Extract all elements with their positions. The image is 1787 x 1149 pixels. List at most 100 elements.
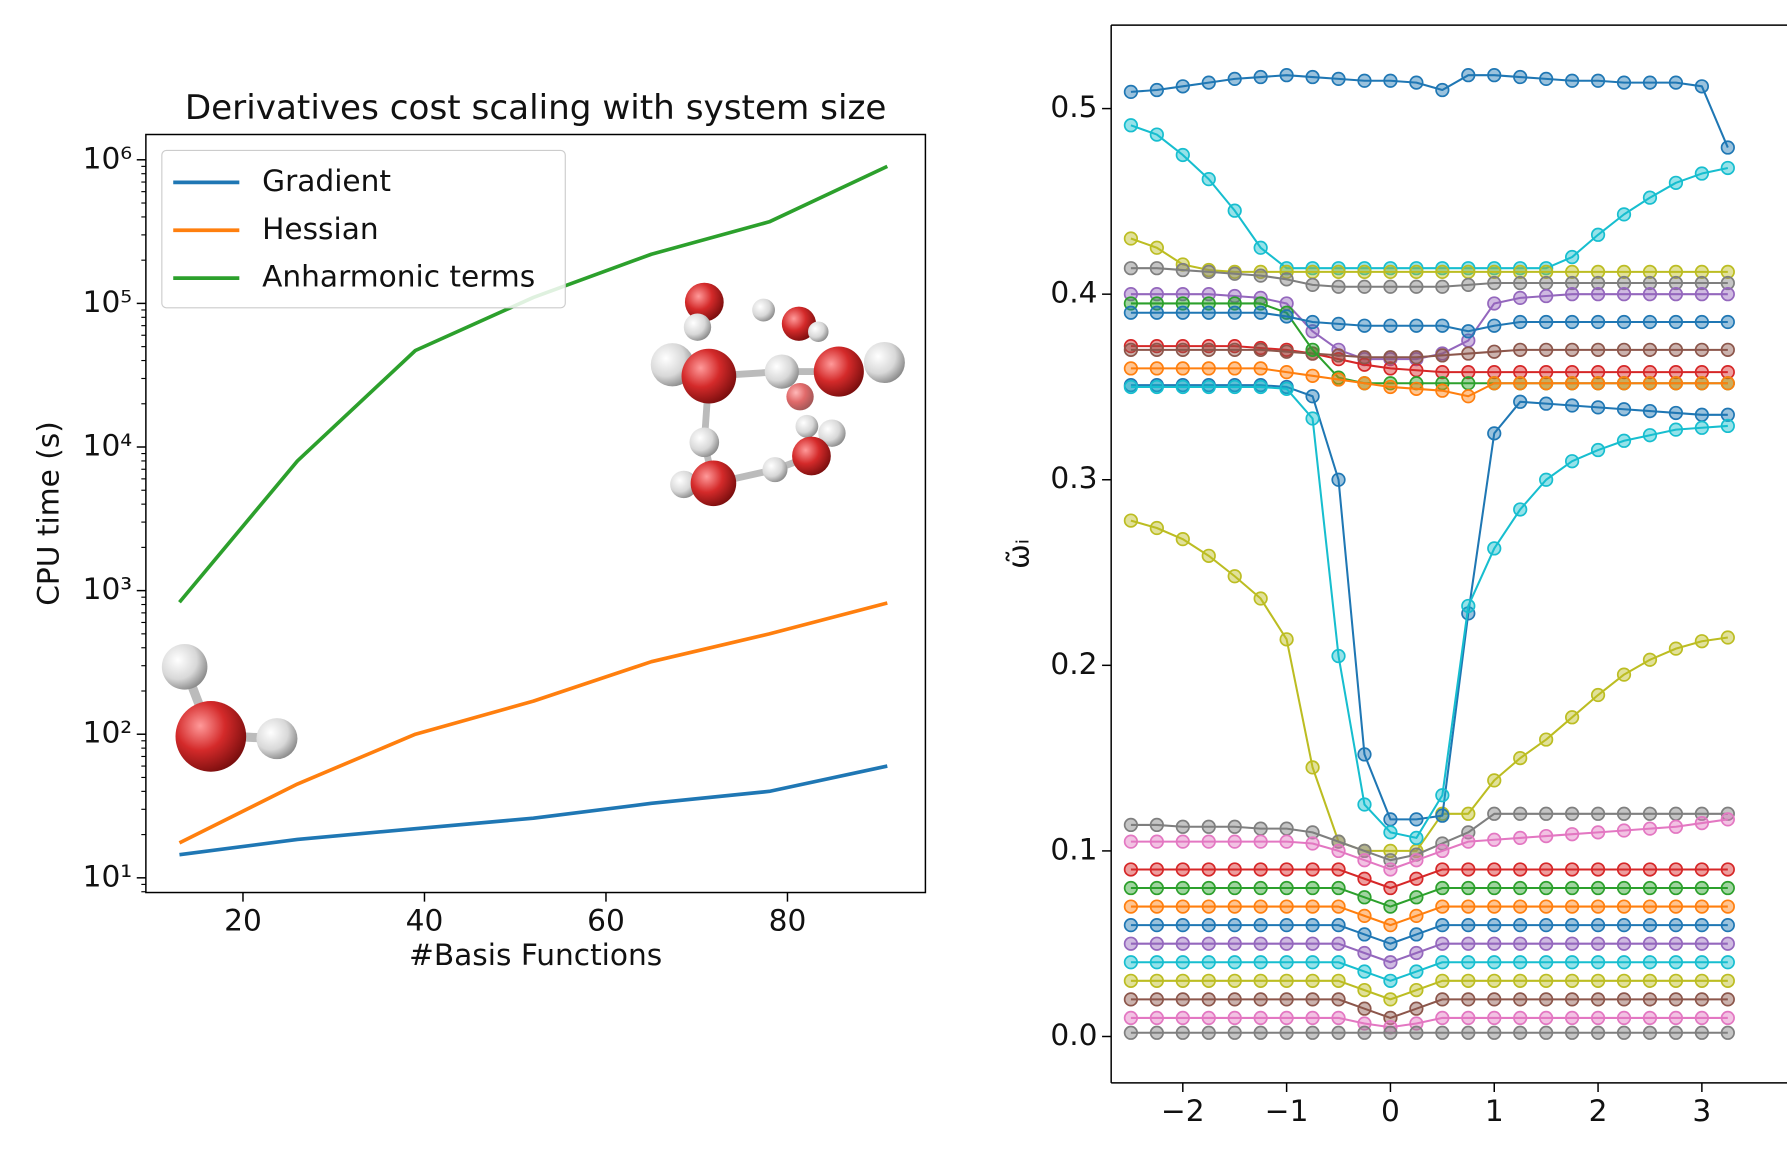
series-marker: [1644, 863, 1657, 876]
series-marker: [1306, 882, 1319, 895]
series-marker: [1722, 420, 1735, 433]
series-marker: [1202, 975, 1215, 988]
series-marker: [1384, 381, 1397, 394]
x-tick-label: 3: [1692, 1093, 1711, 1128]
series-marker: [1566, 74, 1579, 87]
series-marker: [1358, 351, 1371, 364]
series-marker: [1644, 993, 1657, 1006]
series-marker: [1514, 377, 1527, 390]
series-marker: [1618, 975, 1631, 988]
series-marker: [1125, 86, 1138, 99]
series-marker: [1488, 993, 1501, 1006]
series-marker: [1592, 993, 1605, 1006]
series-marker: [1696, 956, 1709, 969]
series-marker: [1332, 993, 1345, 1006]
series-marker: [1254, 919, 1267, 932]
series-marker: [1125, 919, 1138, 932]
x-tick-label: 0: [1381, 1093, 1400, 1128]
series-marker: [1202, 1012, 1215, 1025]
series-marker: [1566, 828, 1579, 841]
series-marker: [1228, 381, 1241, 394]
series-line: [1131, 925, 1728, 944]
series-marker: [1488, 900, 1501, 913]
series-marker: [1696, 422, 1709, 435]
water-cluster: [651, 283, 905, 506]
series-marker: [1696, 919, 1709, 932]
series-marker: [1177, 919, 1190, 932]
series-marker: [1488, 774, 1501, 787]
series-marker: [1151, 522, 1164, 535]
series-marker: [1332, 919, 1345, 932]
series-marker: [1202, 1027, 1215, 1040]
series-marker: [1151, 882, 1164, 895]
x-tick-label: 20: [224, 903, 262, 938]
series-marker: [1488, 863, 1501, 876]
series-marker: [1618, 919, 1631, 932]
series-marker: [1566, 1027, 1579, 1040]
series-marker: [1592, 229, 1605, 242]
series-marker: [1254, 71, 1267, 84]
series-marker: [1670, 177, 1683, 190]
series-marker: [1254, 592, 1267, 605]
series-marker: [1410, 266, 1423, 279]
series-marker: [1332, 1012, 1345, 1025]
series-marker: [1332, 863, 1345, 876]
series-marker: [1670, 975, 1683, 988]
series-marker: [1618, 208, 1631, 221]
series-marker: [1514, 937, 1527, 950]
series-marker: [1177, 381, 1190, 394]
series-marker: [1436, 384, 1449, 397]
series-marker: [1384, 900, 1397, 913]
series-marker: [1254, 242, 1267, 255]
series-marker: [1306, 316, 1319, 329]
series-marker: [1202, 956, 1215, 969]
series-marker: [1592, 377, 1605, 390]
series-marker: [1306, 900, 1319, 913]
series-marker: [1202, 362, 1215, 375]
series-marker: [1696, 316, 1709, 329]
series-marker: [1410, 910, 1423, 923]
y-tick-label: 0.4: [1050, 275, 1097, 310]
series-marker: [1280, 937, 1293, 950]
series-marker: [1618, 937, 1631, 950]
series-marker: [1644, 882, 1657, 895]
series-marker: [1540, 808, 1553, 821]
series-marker: [1280, 310, 1293, 323]
series-line: [1131, 521, 1728, 851]
series-marker: [1332, 473, 1345, 486]
series-marker: [1592, 344, 1605, 357]
series-marker: [1514, 396, 1527, 409]
series-marker: [1670, 344, 1683, 357]
series-marker: [1566, 975, 1579, 988]
series-marker: [1280, 975, 1293, 988]
series-marker: [1618, 435, 1631, 448]
series-marker: [1462, 975, 1475, 988]
series-marker: [1358, 854, 1371, 867]
series-marker: [1177, 362, 1190, 375]
series-marker: [1618, 316, 1631, 329]
series-marker: [1644, 377, 1657, 390]
series-marker: [1358, 965, 1371, 978]
x-axis-label: #Basis Functions: [409, 937, 662, 972]
series-marker: [1228, 570, 1241, 583]
series-marker: [1332, 73, 1345, 86]
series-line: [1131, 75, 1728, 147]
series-marker: [1410, 832, 1423, 845]
series-marker: [1462, 808, 1475, 821]
series-marker: [1488, 542, 1501, 555]
series-marker: [1228, 956, 1241, 969]
series-marker: [1306, 919, 1319, 932]
series-marker: [1566, 288, 1579, 301]
series-marker: [1228, 306, 1241, 319]
series-marker: [1151, 819, 1164, 832]
series-marker: [1514, 900, 1527, 913]
series-marker: [1177, 956, 1190, 969]
series-marker: [1540, 993, 1553, 1006]
series-marker: [1436, 280, 1449, 293]
series-marker: [1410, 891, 1423, 904]
series-marker: [1384, 319, 1397, 332]
series-line: [1131, 313, 1728, 332]
series-line: [1131, 869, 1728, 888]
series-marker: [1514, 316, 1527, 329]
